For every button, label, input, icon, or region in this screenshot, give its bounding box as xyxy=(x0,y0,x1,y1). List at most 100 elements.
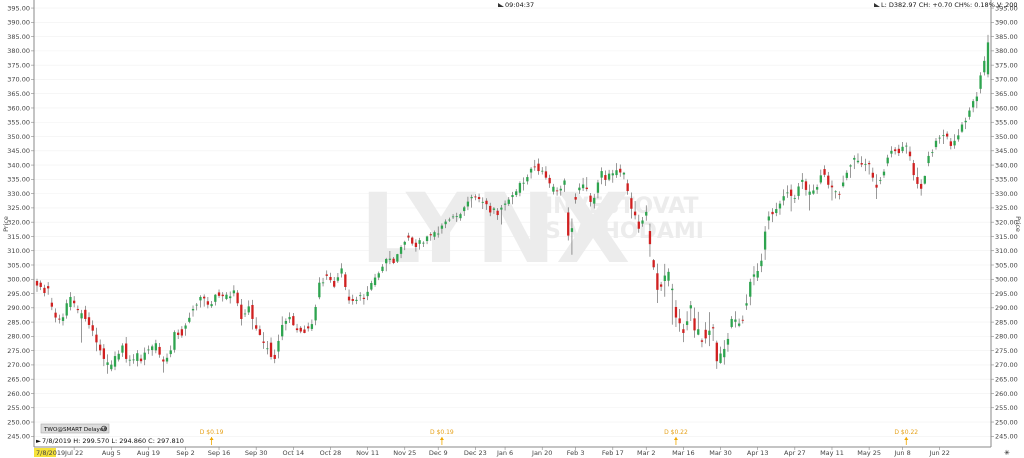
candle-body xyxy=(704,329,707,339)
candle xyxy=(867,160,871,175)
candle-body xyxy=(567,212,570,236)
x-tick-label: Apr 13 xyxy=(747,449,769,457)
candle xyxy=(177,329,180,339)
candle-body xyxy=(737,323,741,326)
candle xyxy=(782,189,785,206)
candle xyxy=(645,205,648,221)
candle xyxy=(585,177,588,192)
candle-body xyxy=(663,275,666,281)
candle xyxy=(355,296,358,305)
candle xyxy=(544,166,548,180)
candle-body xyxy=(693,318,696,331)
candle xyxy=(396,253,399,264)
candle-body xyxy=(99,344,102,351)
candle xyxy=(801,173,804,190)
candle-body xyxy=(392,258,395,264)
candle-body xyxy=(763,231,767,250)
candle xyxy=(685,311,689,331)
candle-body xyxy=(273,354,276,359)
candle-body xyxy=(964,120,967,123)
candle xyxy=(403,240,406,251)
y-axis-left: 245.00 250.00 255.00 260.00 265.00 270.00 275.… xyxy=(7,4,34,441)
candle xyxy=(58,314,61,324)
candle-body xyxy=(321,282,325,284)
candle-body xyxy=(804,181,808,190)
candle xyxy=(91,320,94,337)
candle-body xyxy=(299,327,302,332)
candle xyxy=(778,200,782,215)
candle-body xyxy=(730,318,733,327)
candle-body xyxy=(697,329,700,335)
x-tick-label: Oct 14 xyxy=(283,449,305,457)
dividends-layer: D $0.19 D $0.19 D $0.22 D $0.22 xyxy=(200,429,918,445)
grid-lines xyxy=(34,7,991,437)
candle-body xyxy=(685,321,689,325)
candle-body xyxy=(240,304,243,319)
candle xyxy=(347,289,351,304)
y-tick-label: 390.00 xyxy=(995,19,1018,27)
candle-body xyxy=(856,160,860,163)
candle-body xyxy=(741,319,744,321)
y-tick-label: 255.00 xyxy=(995,404,1018,412)
candle-body xyxy=(834,191,837,193)
cursor-arrow-icon xyxy=(874,3,880,7)
candle-body xyxy=(864,163,867,165)
candle xyxy=(879,177,882,185)
candle xyxy=(593,193,596,209)
candle xyxy=(151,344,154,356)
chain-link-icon[interactable] xyxy=(101,425,108,432)
candle-body xyxy=(255,325,258,329)
candle-body xyxy=(715,342,718,362)
candle xyxy=(195,302,198,311)
candle-body xyxy=(633,211,637,216)
y-tick-label: 370.00 xyxy=(995,76,1018,84)
dividend-marker: D $0.19 xyxy=(200,429,224,445)
candle-body xyxy=(581,184,585,189)
candle-body xyxy=(767,216,770,221)
y-tick-label: 325.00 xyxy=(7,204,30,212)
candle xyxy=(388,251,392,265)
candle xyxy=(128,355,132,367)
expand-icon[interactable]: ✳ xyxy=(1004,449,1010,457)
ohlc-readout: ► 7/8/2019 H: 299.570 L: 294.860 C: 297.… xyxy=(36,437,184,445)
candle xyxy=(697,311,700,336)
candle xyxy=(771,208,774,223)
candle xyxy=(381,264,384,273)
y-tick-label: 285.00 xyxy=(995,318,1018,326)
candle xyxy=(65,299,68,319)
y-tick-label: 275.00 xyxy=(7,347,30,355)
x-tick-label: Nov 11 xyxy=(356,449,379,457)
candle xyxy=(314,304,317,326)
x-tick-label: Jul 22 xyxy=(64,449,83,457)
candle xyxy=(860,156,863,168)
candle-body xyxy=(102,348,106,359)
candle xyxy=(392,257,395,265)
x-tick-label: Mar 2 xyxy=(637,449,655,457)
candle-body xyxy=(819,175,822,183)
candle-body xyxy=(281,324,284,337)
candle-body xyxy=(489,205,492,213)
x-tick-label: Nov 25 xyxy=(393,449,416,457)
candle xyxy=(815,184,819,194)
y-tick-label: 375.00 xyxy=(7,61,30,69)
y-tick-label: 335.00 xyxy=(7,176,30,184)
candle-body xyxy=(611,173,614,176)
candle-body xyxy=(444,221,447,225)
candle-body xyxy=(169,350,172,355)
contract-badge[interactable]: TWO@SMART Delayed xyxy=(40,423,110,434)
candle-body xyxy=(786,192,789,194)
candle xyxy=(102,344,106,367)
candle xyxy=(763,226,767,260)
candle xyxy=(934,137,938,150)
candle xyxy=(637,214,640,233)
candle-body xyxy=(607,173,611,180)
badge-background xyxy=(40,423,110,434)
candle-body xyxy=(511,195,514,198)
candle xyxy=(931,149,934,157)
candle xyxy=(262,332,265,349)
candle xyxy=(845,170,848,181)
candle-body xyxy=(507,199,510,204)
candle-body xyxy=(210,304,213,307)
candle xyxy=(841,175,845,188)
